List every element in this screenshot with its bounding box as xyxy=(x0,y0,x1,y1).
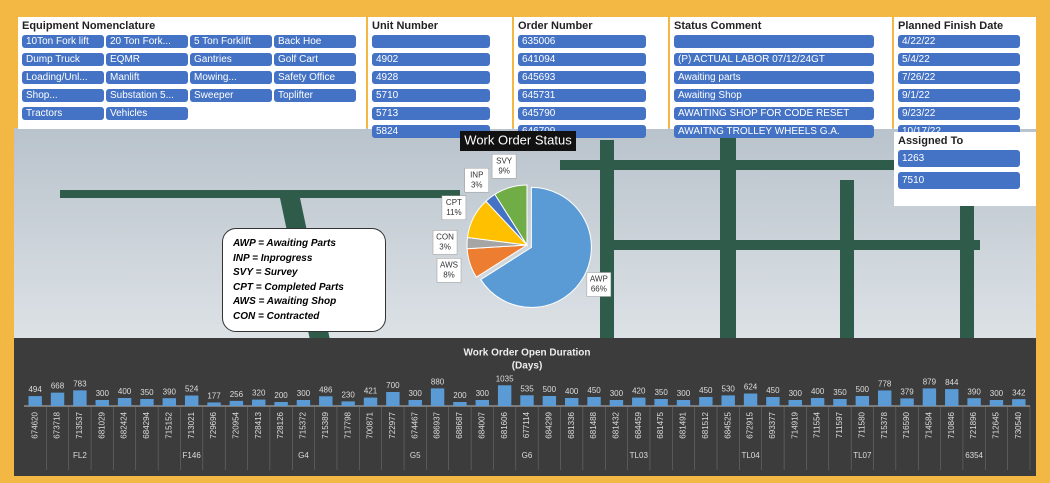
legend-box: AWP = Awaiting Parts INP = Inprogress SVY … xyxy=(222,228,386,332)
slicer-title: Equipment Nomenclature xyxy=(22,20,156,32)
slicer-title: Planned Finish Date xyxy=(898,20,1004,32)
slicer-item[interactable]: 635006 xyxy=(518,35,646,48)
slicer-item[interactable]: 20 Ton Fork... xyxy=(106,35,188,48)
slicer-item[interactable]: Substation 5... xyxy=(106,89,188,102)
slicer-item[interactable]: 645693 xyxy=(518,71,646,84)
slicer: Unit Number 4902 4928 5710 5713 5824 xyxy=(368,17,512,138)
slicer-item[interactable]: 645790 xyxy=(518,107,646,120)
bar-chart-bg xyxy=(14,338,1036,476)
slicer-item[interactable] xyxy=(372,35,490,48)
slicer-item[interactable]: Vehicles xyxy=(106,107,188,120)
slicer-item[interactable]: 646709 xyxy=(518,125,646,138)
slicer-item[interactable]: Awaiting Shop xyxy=(674,89,874,102)
slicer: Order Number 635006 641094 645693 645731 6457… xyxy=(514,17,668,138)
slicer-item[interactable]: Manlift xyxy=(106,71,188,84)
legend-line: AWS = Awaiting Shop xyxy=(233,296,337,307)
slicer-item[interactable]: Toplifter xyxy=(274,89,356,102)
slicer-title: Order Number xyxy=(518,20,593,32)
slicer-item[interactable]: Back Hoe xyxy=(274,35,356,48)
slicer-item[interactable]: Loading/Unl... xyxy=(22,71,104,84)
legend-line: AWP = Awaiting Parts xyxy=(233,238,336,249)
slicer-item[interactable]: AWAITNG TROLLEY WHEELS G.A. xyxy=(674,125,874,138)
slicer-item[interactable]: EQMR xyxy=(106,53,188,66)
slicer-item[interactable]: Shop... xyxy=(22,89,104,102)
slicer: Equipment Nomenclature 10Ton Fork lift 20 … xyxy=(18,17,366,129)
slicer-item[interactable]: 4902 xyxy=(372,53,490,66)
slicer-item[interactable]: 641094 xyxy=(518,53,646,66)
slicer-title: Unit Number xyxy=(372,20,438,32)
legend-line: INP = Inprogress xyxy=(233,252,313,264)
slicer: Assigned To 1263 7510 xyxy=(894,132,1036,206)
slicer-item[interactable]: Dump Truck xyxy=(22,53,104,66)
slicer-item[interactable]: 5824 xyxy=(372,125,490,138)
slicer-item[interactable]: 5713 xyxy=(372,107,490,120)
slicer: Status Comment (P) ACTUAL LABOR 07/12/24G… xyxy=(670,17,892,138)
legend-line: SVY = Survey xyxy=(233,267,298,278)
slicer-item[interactable] xyxy=(674,35,874,48)
slicer-title: Status Comment xyxy=(674,20,762,32)
slicer-title: Assigned To xyxy=(898,135,964,147)
slicer-item[interactable]: 4928 xyxy=(372,71,490,84)
slicer: Planned Finish Date 4/22/22 5/4/22 7/26/22 9… xyxy=(894,17,1036,138)
slicer-item[interactable]: 1263 xyxy=(898,150,1020,167)
slicer-item[interactable]: Mowing... xyxy=(190,71,272,84)
slicer-item[interactable]: 7510 xyxy=(898,172,1020,189)
legend-line: CPT = Completed Parts xyxy=(233,281,344,293)
slicer-item[interactable]: Safety Office xyxy=(274,71,356,84)
slicer-item[interactable]: 5710 xyxy=(372,89,490,102)
slicer-item[interactable]: Gantries xyxy=(190,53,272,66)
slicer-item[interactable]: 5 Ton Forklift xyxy=(190,35,272,48)
slicer-item[interactable]: Golf Cart xyxy=(274,53,356,66)
slicer-item[interactable]: 5/4/22 xyxy=(898,53,1020,66)
slicer-item[interactable]: 9/1/22 xyxy=(898,89,1020,102)
slicer-item[interactable]: 10Ton Fork lift xyxy=(22,35,104,48)
slicer-item[interactable]: Tractors xyxy=(22,107,104,120)
slicer-item[interactable]: (P) ACTUAL LABOR 07/12/24GT xyxy=(674,53,874,66)
slicer-item[interactable]: 645731 xyxy=(518,89,646,102)
slicer-item[interactable]: Awaiting parts xyxy=(674,71,874,84)
slicer-item[interactable]: 4/22/22 xyxy=(898,35,1020,48)
slicer-item[interactable]: 9/23/22 xyxy=(898,107,1020,120)
slicer-item[interactable]: Sweeper xyxy=(190,89,272,102)
legend-line: CON = Contracted xyxy=(233,310,320,322)
slicer-item[interactable]: AWAITING SHOP FOR CODE RESET xyxy=(674,107,874,120)
slicer-item[interactable]: 7/26/22 xyxy=(898,71,1020,84)
